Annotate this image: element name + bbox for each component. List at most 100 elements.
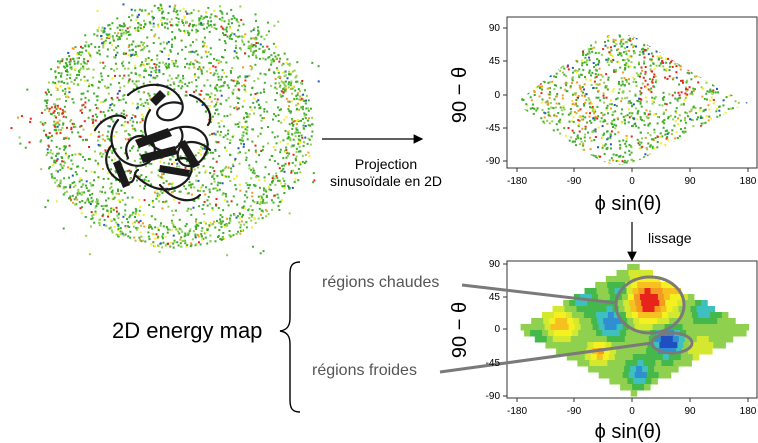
- surface-point: [195, 24, 198, 27]
- heatmap-cell: [692, 330, 699, 337]
- projected-point: [535, 165, 537, 167]
- surface-point: [295, 94, 298, 97]
- projected-point: [714, 135, 717, 138]
- surface-point: [173, 240, 176, 243]
- projected-point: [535, 154, 537, 157]
- projected-point: [708, 45, 711, 47]
- surface-point: [160, 12, 163, 15]
- surface-point: [208, 224, 211, 227]
- projected-point: [591, 110, 594, 113]
- surface-point: [71, 131, 74, 134]
- heatmap-cell: [660, 366, 667, 373]
- surface-point: [248, 217, 251, 220]
- surface-point: [149, 97, 152, 100]
- surface-point: [73, 125, 75, 128]
- surface-point: [187, 34, 190, 37]
- projected-point: [724, 140, 726, 143]
- heatmap-cell: [688, 348, 695, 355]
- projected-point: [641, 119, 643, 122]
- surface-point: [141, 131, 144, 134]
- surface-point: [296, 92, 299, 95]
- surface-point: [292, 138, 295, 141]
- surface-point: [190, 193, 193, 196]
- projected-point: [628, 143, 631, 146]
- surface-point: [140, 240, 143, 243]
- surface-point: [71, 174, 74, 177]
- surface-point: [102, 186, 105, 189]
- projected-point: [571, 79, 574, 82]
- projected-point: [653, 161, 656, 164]
- projected-point: [594, 33, 597, 36]
- surface-point: [270, 54, 273, 57]
- surface-point: [63, 105, 66, 108]
- projected-point: [722, 99, 725, 102]
- surface-point: [97, 176, 100, 179]
- surface-point: [241, 206, 244, 209]
- projected-point: [561, 140, 564, 143]
- surface-point: [235, 106, 238, 109]
- projected-point: [545, 143, 548, 146]
- surface-point: [222, 220, 224, 223]
- surface-point: [228, 37, 231, 40]
- surface-point: [296, 171, 299, 174]
- projected-point: [598, 51, 601, 54]
- surface-point: [54, 122, 57, 125]
- projected-point: [666, 129, 668, 132]
- surface-point: [189, 228, 192, 231]
- projected-point: [580, 149, 583, 152]
- projected-point: [622, 139, 625, 142]
- surface-point: [61, 112, 64, 115]
- projected-point: [629, 37, 632, 40]
- projected-point: [523, 89, 526, 92]
- surface-point: [317, 65, 320, 68]
- surface-point: [124, 120, 127, 123]
- projected-point: [637, 142, 640, 145]
- projected-point: [577, 137, 580, 140]
- surface-point: [44, 108, 46, 111]
- projected-point: [592, 154, 595, 157]
- heatmap-cell: [636, 336, 644, 343]
- surface-point: [285, 156, 288, 159]
- projected-point: [693, 54, 696, 57]
- surface-point: [158, 250, 161, 253]
- heatmap-cell: [626, 384, 633, 391]
- projected-point: [664, 102, 666, 105]
- projected-point: [629, 111, 632, 114]
- surface-point: [167, 64, 170, 67]
- surface-point: [264, 189, 267, 192]
- projected-point: [724, 161, 727, 164]
- projected-point: [690, 135, 692, 138]
- heatmap-cell: [538, 324, 546, 331]
- projected-point: [735, 65, 738, 68]
- projected-point: [564, 82, 567, 85]
- surface-point: [47, 199, 50, 202]
- surface-point: [143, 225, 146, 228]
- projected-point: [551, 138, 554, 140]
- projected-point: [638, 162, 641, 165]
- heatmap-cell: [616, 348, 623, 355]
- surface-point: [102, 178, 105, 180]
- projected-point: [580, 140, 583, 143]
- surface-point: [158, 71, 161, 74]
- projected-point: [722, 67, 725, 69]
- surface-point: [227, 96, 230, 99]
- surface-point: [74, 153, 77, 156]
- projected-point: [673, 38, 676, 41]
- surface-point: [295, 80, 298, 83]
- heatmap-cell: [701, 300, 708, 307]
- projected-point: [573, 41, 576, 44]
- surface-point: [125, 32, 128, 35]
- projected-point: [673, 54, 676, 57]
- surface-point: [250, 169, 253, 172]
- heatmap-cell: [593, 342, 600, 349]
- projected-point: [725, 88, 728, 91]
- heatmap-cell: [657, 294, 665, 301]
- surface-point: [148, 204, 151, 206]
- projected-point: [684, 111, 687, 114]
- heatmap-cell: [599, 342, 606, 349]
- surface-point: [184, 225, 187, 228]
- projected-point: [679, 119, 682, 122]
- surface-point: [211, 132, 214, 135]
- projected-point: [569, 86, 572, 89]
- projected-point: [640, 66, 643, 69]
